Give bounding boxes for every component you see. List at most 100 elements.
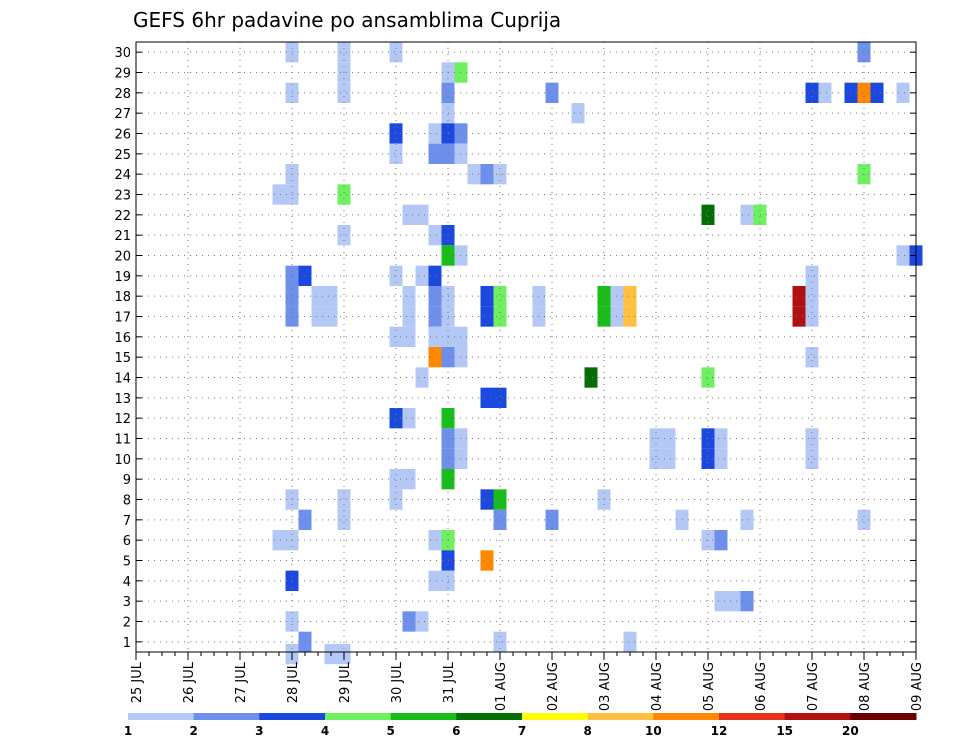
heatmap-cell (428, 123, 442, 144)
colorbar-swatch (456, 713, 523, 720)
heatmap-cell (792, 306, 806, 327)
heatmap-cell (740, 509, 754, 530)
y-tick-label: 5 (123, 555, 131, 570)
heatmap-cell (428, 347, 442, 368)
x-tick-label: 31 JUL (442, 661, 457, 703)
colorbar-label: 6 (452, 724, 460, 738)
colorbar-swatch (390, 713, 457, 720)
colorbar-label: 3 (255, 724, 263, 738)
heatmap-cell (428, 225, 442, 246)
heatmap-cell (402, 286, 416, 307)
x-tick-label: 26 JUL (182, 661, 197, 703)
heatmap-cell (545, 509, 559, 530)
heatmap-cell (714, 428, 728, 449)
heatmap-cell (714, 448, 728, 469)
y-tick-label: 9 (123, 473, 131, 488)
heatmap-cell (389, 408, 403, 429)
x-tick-label: 06 AUG (754, 662, 769, 711)
colorbar-label: 8 (583, 724, 591, 738)
colorbar-label: 5 (386, 724, 394, 738)
heatmap-cell (805, 286, 819, 307)
y-tick-label: 10 (114, 453, 131, 468)
heatmap-cell (727, 591, 741, 612)
heatmap-cell (805, 306, 819, 327)
y-tick-label: 7 (123, 514, 131, 529)
heatmap-cell (896, 82, 910, 103)
colorbar-swatch (653, 713, 720, 720)
heatmap-cell (428, 306, 442, 327)
heatmap-cell (623, 286, 637, 307)
heatmap-cell (402, 408, 416, 429)
x-tick-label: 02 AUG (546, 662, 561, 711)
heatmap-cell (493, 509, 507, 530)
y-tick-label: 2 (123, 616, 131, 631)
x-tick-label: 04 AUG (650, 662, 665, 711)
heatmap-cell (662, 448, 676, 469)
x-tick-label: 01 AUG (494, 662, 509, 711)
colorbar-label: 20 (842, 724, 859, 738)
heatmap-cell (311, 286, 325, 307)
heatmap-cell (389, 489, 403, 510)
colorbar: 1 2 3 4 5 6 7 8 10 12 15 20 (124, 713, 917, 738)
heatmap-cell (324, 286, 338, 307)
colorbar-swatch (193, 713, 260, 720)
y-tick-label: 26 (114, 128, 131, 143)
heatmap-cell (389, 469, 403, 490)
colorbar-label: 1 (124, 724, 132, 738)
heatmap-cell (402, 306, 416, 327)
heatmap-cell (623, 631, 637, 652)
heatmap-cell (857, 82, 871, 103)
y-tick-label: 4 (123, 575, 131, 590)
heatmap-cell (272, 530, 286, 551)
heatmap-cell (792, 286, 806, 307)
x-tick-label: 29 JUL (338, 661, 353, 703)
colorbar-label: 15 (776, 724, 793, 738)
x-tick-label: 08 AUG (858, 662, 873, 711)
heatmap-cell (428, 570, 442, 591)
x-tick-label: 30 JUL (390, 661, 405, 703)
y-tick-label: 14 (114, 372, 131, 387)
heatmap-cell (337, 489, 351, 510)
y-tick-label: 20 (114, 250, 131, 265)
colorbar-swatch (522, 713, 589, 720)
heatmap-cell (805, 265, 819, 286)
heatmap-cell (389, 143, 403, 164)
heatmap-cell (805, 347, 819, 368)
y-axis: 1234567891011121314151617181920212223242… (114, 46, 916, 651)
y-tick-label: 17 (114, 311, 131, 326)
y-tick-label: 25 (114, 148, 131, 163)
heatmap-cell (337, 82, 351, 103)
y-tick-label: 8 (123, 494, 131, 509)
x-tick-label: 25 JUL (130, 661, 145, 703)
heatmap-cell (324, 306, 338, 327)
heatmap-cell (857, 42, 871, 63)
heatmap-cell (428, 326, 442, 347)
y-tick-label: 11 (114, 433, 131, 448)
heatmap-cell (818, 82, 832, 103)
y-tick-label: 29 (114, 67, 131, 82)
heatmap-cell (493, 631, 507, 652)
heatmap-cell (337, 184, 351, 205)
heatmap-cell (870, 82, 884, 103)
heatmap-cell (467, 164, 481, 185)
heatmap-cell (805, 82, 819, 103)
heatmap-cell (402, 469, 416, 490)
colorbar-swatch (719, 713, 786, 720)
x-tick-label: 28 JUL (286, 661, 301, 703)
heatmap-cell (402, 326, 416, 347)
heatmap-cell (623, 306, 637, 327)
heatmap-cell (389, 265, 403, 286)
heatmap-cell (480, 306, 494, 327)
y-tick-label: 12 (114, 412, 131, 427)
x-tick-label: 09 AUG (910, 662, 925, 711)
heatmap-cell (701, 204, 715, 225)
heatmap-cell (480, 387, 494, 408)
heatmap-cell (480, 489, 494, 510)
grid-lines (136, 42, 916, 652)
y-tick-label: 24 (114, 168, 131, 183)
x-tick-label: 05 AUG (702, 662, 717, 711)
y-tick-label: 30 (114, 46, 131, 61)
colorbar-swatch (128, 713, 195, 720)
heatmap-cell (701, 367, 715, 388)
x-tick-label: 27 JUL (234, 661, 249, 703)
